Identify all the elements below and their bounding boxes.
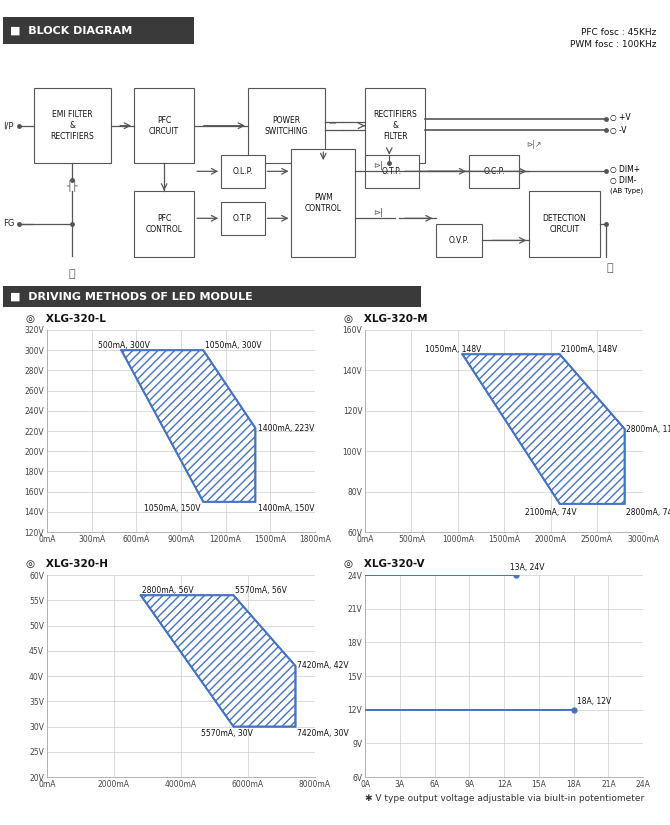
Text: 2100mA, 74V: 2100mA, 74V: [525, 508, 576, 517]
Text: ○ +V: ○ +V: [610, 113, 630, 122]
Text: 7420mA, 30V: 7420mA, 30V: [297, 729, 349, 738]
Text: ○ -V: ○ -V: [610, 126, 626, 135]
Text: 2800mA, 56V: 2800mA, 56V: [142, 587, 194, 596]
Text: 2800mA, 74V: 2800mA, 74V: [626, 508, 670, 517]
Bar: [469, 155, 519, 188]
Polygon shape: [462, 354, 624, 504]
Text: ᴗᴗ: ᴗᴗ: [329, 119, 337, 125]
Bar: [529, 191, 600, 257]
Text: 1050mA, 150V: 1050mA, 150V: [145, 504, 201, 513]
Text: 18A, 12V: 18A, 12V: [577, 697, 612, 706]
Bar: [34, 88, 111, 163]
Bar: [436, 224, 482, 257]
Text: ○ DIM+: ○ DIM+: [610, 166, 640, 174]
Text: PFC
CIRCUIT: PFC CIRCUIT: [149, 116, 179, 136]
Text: O.T.P.: O.T.P.: [233, 214, 253, 223]
Text: ■  BLOCK DIAGRAM: ■ BLOCK DIAGRAM: [10, 26, 132, 35]
Text: 13A, 24V: 13A, 24V: [510, 563, 545, 572]
Bar: [291, 149, 355, 257]
Text: 500mA, 300V: 500mA, 300V: [98, 342, 149, 350]
Text: O.L.P.: O.L.P.: [232, 167, 253, 176]
Text: PWM
CONTROL: PWM CONTROL: [305, 193, 342, 213]
Text: 5570mA, 56V: 5570mA, 56V: [235, 587, 287, 596]
Text: POWER
SWITCHING: POWER SWITCHING: [265, 116, 308, 136]
Text: ◎   XLG-320-L: ◎ XLG-320-L: [26, 314, 106, 324]
Text: ⏚: ⏚: [69, 269, 75, 279]
Text: (AB Type): (AB Type): [610, 187, 643, 194]
Text: RECTIFIERS
&
FILTER: RECTIFIERS & FILTER: [373, 110, 417, 141]
Text: 7420mA, 42V: 7420mA, 42V: [297, 662, 349, 671]
Text: 2800mA, 111V: 2800mA, 111V: [626, 425, 670, 434]
Text: FG: FG: [3, 219, 15, 229]
Bar: [3, 286, 421, 307]
Bar: [3, 16, 194, 45]
Text: ⊳|: ⊳|: [374, 161, 383, 170]
Text: PFC fosc : 45KHz
PWM fosc : 100KHz: PFC fosc : 45KHz PWM fosc : 100KHz: [570, 27, 657, 50]
Text: ⏚: ⏚: [606, 263, 613, 273]
Text: ⊳|: ⊳|: [374, 208, 383, 217]
Text: 2100mA, 148V: 2100mA, 148V: [561, 345, 618, 354]
Text: ○ DIM-: ○ DIM-: [610, 177, 636, 186]
Text: ◎   XLG-320-H: ◎ XLG-320-H: [26, 559, 108, 569]
Bar: [221, 155, 265, 188]
Text: ✱ V type output voltage adjustable via biult-in potentiometer: ✱ V type output voltage adjustable via b…: [364, 794, 644, 803]
Text: ■  DRIVING METHODS OF LED MODULE: ■ DRIVING METHODS OF LED MODULE: [10, 291, 253, 302]
Bar: [134, 191, 194, 257]
Text: 1400mA, 223V: 1400mA, 223V: [257, 423, 314, 432]
Text: PFC
CONTROL: PFC CONTROL: [145, 214, 183, 233]
Bar: [134, 88, 194, 163]
Bar: [221, 202, 265, 235]
Text: 1050mA, 300V: 1050mA, 300V: [206, 342, 262, 350]
Text: EMI FILTER
&
RECTIFIERS: EMI FILTER & RECTIFIERS: [50, 110, 94, 141]
Text: 5570mA, 30V: 5570mA, 30V: [201, 729, 253, 738]
Text: ◎   XLG-320-V: ◎ XLG-320-V: [344, 559, 425, 569]
Bar: [365, 155, 419, 188]
Bar: [365, 88, 425, 163]
Text: ⊳|↗: ⊳|↗: [526, 140, 541, 149]
Text: O.V.P.: O.V.P.: [449, 236, 469, 245]
Text: O.T.P.: O.T.P.: [382, 167, 402, 176]
Text: ┤├: ┤├: [66, 179, 78, 191]
Polygon shape: [141, 596, 295, 727]
Polygon shape: [121, 350, 255, 502]
Text: 1400mA, 150V: 1400mA, 150V: [257, 504, 314, 513]
Text: DETECTION
CIRCUIT: DETECTION CIRCUIT: [543, 214, 586, 233]
Text: 1050mA, 148V: 1050mA, 148V: [425, 345, 482, 354]
Text: O.C.P.: O.C.P.: [483, 167, 505, 176]
Text: ◎   XLG-320-M: ◎ XLG-320-M: [344, 314, 428, 324]
Text: I/P: I/P: [3, 121, 14, 130]
Bar: [248, 88, 325, 163]
